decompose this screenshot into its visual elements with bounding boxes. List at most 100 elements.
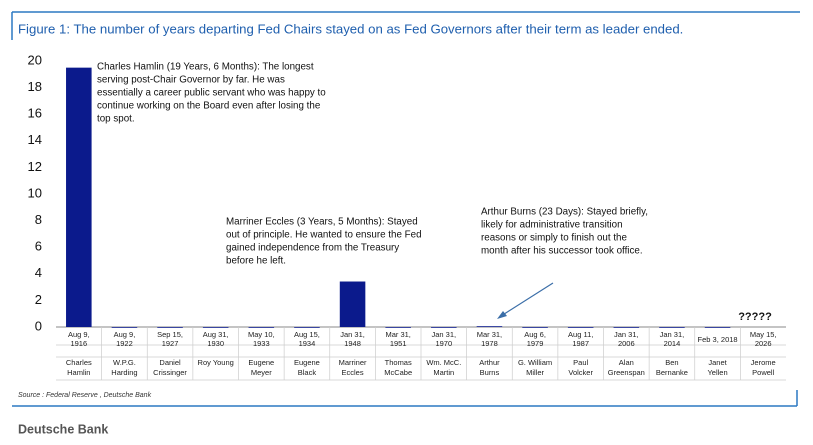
chair-name: Powell [752,368,774,377]
chair-name: Harding [111,368,137,377]
chair-name: Marriner [339,358,367,367]
chair-name: Thomas [385,358,412,367]
bar [294,327,320,328]
chair-name: Alan [619,358,634,367]
chair-name: Volcker [568,368,593,377]
x-tick-label: 2006 [618,339,635,348]
chair-name: Wm. McC. [426,358,461,367]
annotation: essentially a career public servant who … [97,88,326,99]
chair-name: Martin [433,368,454,377]
x-tick-label: Aug 31, [203,330,229,339]
annotation: Marriner Eccles (3 Years, 5 Months): Sta… [226,217,418,228]
x-tick-label: 1948 [344,339,361,348]
y-tick-label: 6 [35,239,42,254]
chair-name: Hamlin [67,368,90,377]
chair-name: Eugene [294,358,320,367]
x-tick-label: 2026 [755,339,772,348]
annotation: likely for administrative transition [481,220,623,231]
annotation: continue working on the Board even after… [97,101,321,112]
annotation: gained independence from the Treasury [226,243,399,254]
chair-name: Yellen [707,368,727,377]
x-tick-label: Sep 15, [157,330,183,339]
chair-name: Janet [708,358,727,367]
y-tick-label: 2 [35,292,42,307]
y-tick-label: 18 [28,79,42,94]
chair-name: Paul [573,358,588,367]
x-tick-label: Jan 31, [614,330,639,339]
bar [431,327,457,328]
chair-name: Charles [66,358,92,367]
chair-name: McCabe [384,368,412,377]
x-tick-label: 1922 [116,339,133,348]
chair-name: Miller [526,368,544,377]
bar [339,281,366,327]
annotation: ????? [738,311,772,323]
x-tick-label: 1987 [572,339,589,348]
chair-name: Crissinger [153,368,187,377]
chair-name: Meyer [251,368,272,377]
y-tick-label: 12 [28,159,42,174]
y-tick-label: 4 [35,265,42,280]
annotation: out of principle. He wanted to ensure th… [226,230,422,241]
bar [476,326,503,328]
y-tick-label: 14 [28,132,42,147]
x-tick-label: Aug 11, [568,330,593,339]
annotation: Charles Hamlin (19 Years, 6 Months): The… [97,62,314,73]
chair-name: Ben [665,358,678,367]
annotation: reasons or simply to finish out the [481,233,627,244]
y-tick-label: 10 [28,185,42,200]
x-tick-label: 1930 [207,339,224,348]
y-tick-label: 16 [28,106,42,121]
x-tick-label: 1933 [253,339,270,348]
x-tick-label: Aug 15, [294,330,320,339]
x-tick-label: 1970 [435,339,452,348]
bar [248,327,275,328]
annotation: top spot. [97,114,135,125]
y-tick-label: 8 [35,212,42,227]
x-tick-label: 1927 [162,339,179,348]
x-tick-label: May 15, [750,330,777,339]
chair-name: Greenspan [608,368,645,377]
chair-name: Eugene [248,358,274,367]
annotation: month after his successor took office. [481,246,643,257]
x-tick-label: 1916 [70,339,87,348]
chart-title: Figure 1: The number of years departing … [18,21,683,36]
x-tick-label: Jan 31, [660,330,685,339]
chair-name: Black [298,368,317,377]
x-tick-label: Feb 3, 2018 [698,335,738,344]
x-tick-label: Jan 31, [340,330,365,339]
x-tick-label: Aug 6, [524,330,546,339]
x-tick-label: 1979 [527,339,544,348]
chair-name: G. William [518,358,552,367]
x-tick-label: Mar 31, [477,330,502,339]
bar [157,327,183,328]
x-tick-label: Jan 31, [432,330,457,339]
bar [202,327,229,328]
chair-name: Burns [480,368,500,377]
source: Source : Federal Reserve , Deutsche Bank [18,392,152,399]
y-tick-label: 20 [28,52,42,67]
x-tick-label: May 10, [248,330,275,339]
chair-name: Roy Young [198,358,234,367]
chair-name: W.P.G. [113,358,136,367]
footer: Deutsche Bank [18,422,108,436]
arrow [500,282,554,317]
bar [522,327,548,328]
x-tick-label: 1934 [299,339,316,348]
x-tick-label: 1978 [481,339,498,348]
chair-name: Eccles [342,368,364,377]
chair-name: Daniel [159,358,181,367]
bar [613,327,640,328]
bar [111,327,138,328]
y-tick-label: 0 [35,318,42,333]
bar [704,327,731,328]
annotation: serving post-Chair Governor by far. He w… [97,75,285,86]
x-tick-label: Aug 9, [68,330,90,339]
bar [66,67,92,328]
chair-name: Arthur [479,358,500,367]
bar [567,327,594,328]
x-tick-label: 1951 [390,339,407,348]
chair-name: Jerome [751,358,776,367]
